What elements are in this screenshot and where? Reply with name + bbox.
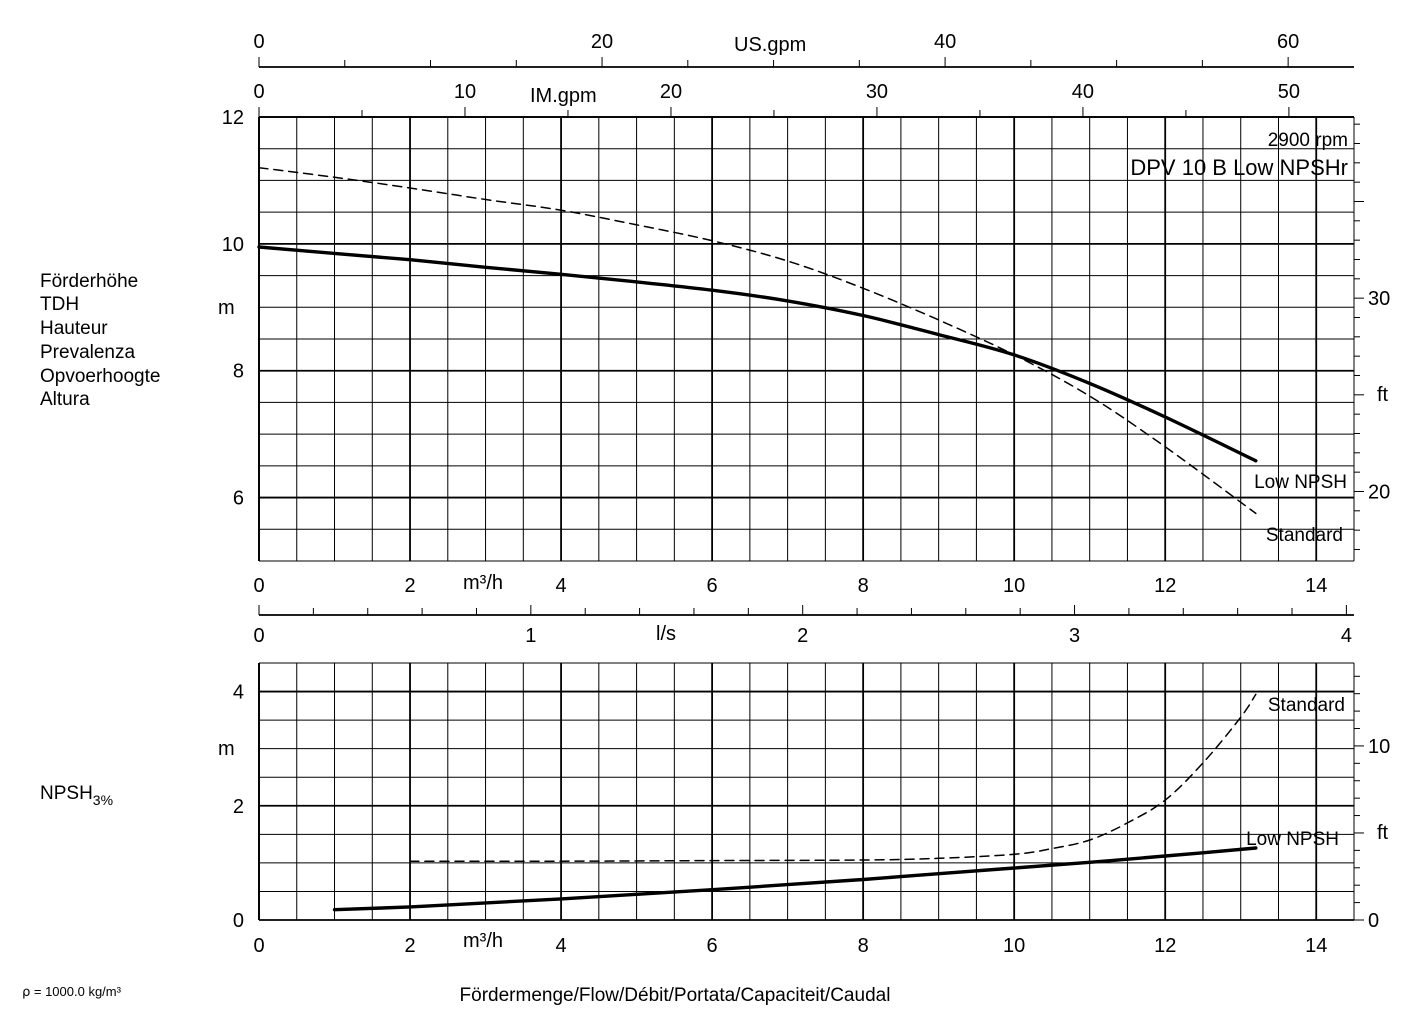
- head-x-tick-label: 14: [1305, 575, 1327, 597]
- head-y-tick-label: 8: [233, 361, 244, 383]
- head-caption-line: Prevalenza: [40, 342, 135, 363]
- im-gpm-tick-label: 50: [1278, 81, 1300, 103]
- npsh-ft-tick-label: 0: [1368, 910, 1379, 932]
- im-gpm-tick-label: 0: [253, 81, 264, 103]
- npsh-y-tick-label: 4: [233, 682, 244, 704]
- npsh-x-axis-unit: m³/h: [463, 930, 503, 952]
- im-gpm-tick-label: 30: [866, 81, 888, 103]
- head-caption-line: TDH: [40, 294, 79, 315]
- flow-ls-tick-label: 1: [525, 625, 536, 647]
- us-gpm-tick-label: 40: [934, 31, 956, 53]
- npsh-x-tick-label: 2: [404, 935, 415, 957]
- us-gpm-axis-label: US.gpm: [734, 34, 806, 56]
- head-y-tick-label: 10: [222, 234, 244, 256]
- im-gpm-tick-label: 10: [454, 81, 476, 103]
- head-series-low-npsh: [257, 245, 1258, 463]
- npsh-caption-sub: 3%: [93, 792, 113, 808]
- npsh-x-tick-label: 0: [253, 935, 264, 957]
- npsh-y-caption: NPSH3%: [40, 783, 113, 808]
- grid-layer: [258, 116, 1355, 921]
- npsh-caption-main: NPSH: [40, 783, 93, 804]
- head-x-tick-label: 0: [253, 575, 264, 597]
- npsh-x-tick-label: 8: [858, 935, 869, 957]
- head-series-label-low-npsh: Low NPSH: [1254, 472, 1347, 493]
- flow-ls-tick-label: 0: [253, 625, 264, 647]
- head-y-caption: Förderhöhe TDH Hauteur Prevalenza Opvoer…: [40, 271, 166, 410]
- npsh-x-tick-label: 4: [556, 935, 567, 957]
- head-caption-line: Opvoerhoogte: [40, 366, 160, 387]
- flow-ls-tick-label: 3: [1069, 625, 1080, 647]
- npsh-x-tick-label: 14: [1305, 935, 1327, 957]
- axes-layer: [258, 57, 1364, 921]
- series-layer: [257, 166, 1258, 912]
- head-x-tick-label: 10: [1003, 575, 1025, 597]
- head-x-tick-label: 8: [858, 575, 869, 597]
- flow-ls-tick-label: 2: [797, 625, 808, 647]
- flow-caption: Fördermenge/Flow/Débit/Portata/Capacitei…: [460, 985, 891, 1006]
- head-y-axis-unit-right: ft: [1377, 384, 1389, 406]
- npsh-x-tick-label: 12: [1154, 935, 1176, 957]
- head-ft-tick-label: 20: [1368, 481, 1390, 503]
- head-series-label-standard: Standard: [1266, 525, 1343, 546]
- npsh-y-axis-unit: m: [218, 738, 235, 760]
- us-gpm-tick-label: 0: [253, 31, 264, 53]
- head-caption-line: Förderhöhe: [40, 271, 138, 292]
- im-gpm-axis-label: IM.gpm: [530, 85, 597, 107]
- head-x-tick-label: 6: [707, 575, 718, 597]
- npsh-y-tick-label: 0: [233, 910, 244, 932]
- flow-ls-axis-label: l/s: [656, 623, 676, 645]
- head-subtitle: 2900 rpm: [1268, 130, 1348, 151]
- npsh-series-label-low-npsh: Low NPSH: [1246, 829, 1339, 850]
- head-y-tick-label: 12: [222, 107, 244, 129]
- npsh-x-tick-label: 6: [707, 935, 718, 957]
- head-x-tick-label: 2: [404, 575, 415, 597]
- npsh-x-tick-label: 10: [1003, 935, 1025, 957]
- npsh-series-standard: [409, 693, 1257, 862]
- us-gpm-tick-label: 20: [591, 31, 613, 53]
- density-note: ⍴ = 1000.0 kg/m³: [22, 984, 122, 999]
- us-gpm-tick-label: 60: [1277, 31, 1299, 53]
- label-layer: 2900 rpm DPV 10 B Low NPSHr m ft m³/h US…: [22, 31, 1390, 1006]
- head-chart-title: DPV 10 B Low NPSHr: [1130, 155, 1348, 180]
- head-caption-line: Altura: [40, 389, 90, 410]
- head-y-tick-label: 6: [233, 488, 244, 510]
- flow-ls-tick-label: 4: [1341, 625, 1352, 647]
- npsh-y-axis-unit-right: ft: [1377, 822, 1389, 844]
- head-x-tick-label: 12: [1154, 575, 1176, 597]
- head-series-standard: [258, 166, 1257, 515]
- head-caption-line: Hauteur: [40, 318, 108, 339]
- npsh-ft-tick-label: 10: [1368, 736, 1390, 758]
- npsh-series-low-npsh: [332, 846, 1258, 912]
- im-gpm-tick-label: 20: [660, 81, 682, 103]
- npsh-y-tick-label: 2: [233, 796, 244, 818]
- npsh-series-label-standard: Standard: [1268, 695, 1345, 716]
- head-x-axis-unit: m³/h: [463, 572, 503, 594]
- head-ft-tick-label: 30: [1368, 288, 1390, 310]
- head-x-tick-label: 4: [556, 575, 567, 597]
- im-gpm-tick-label: 40: [1072, 81, 1094, 103]
- head-y-axis-unit: m: [218, 297, 235, 319]
